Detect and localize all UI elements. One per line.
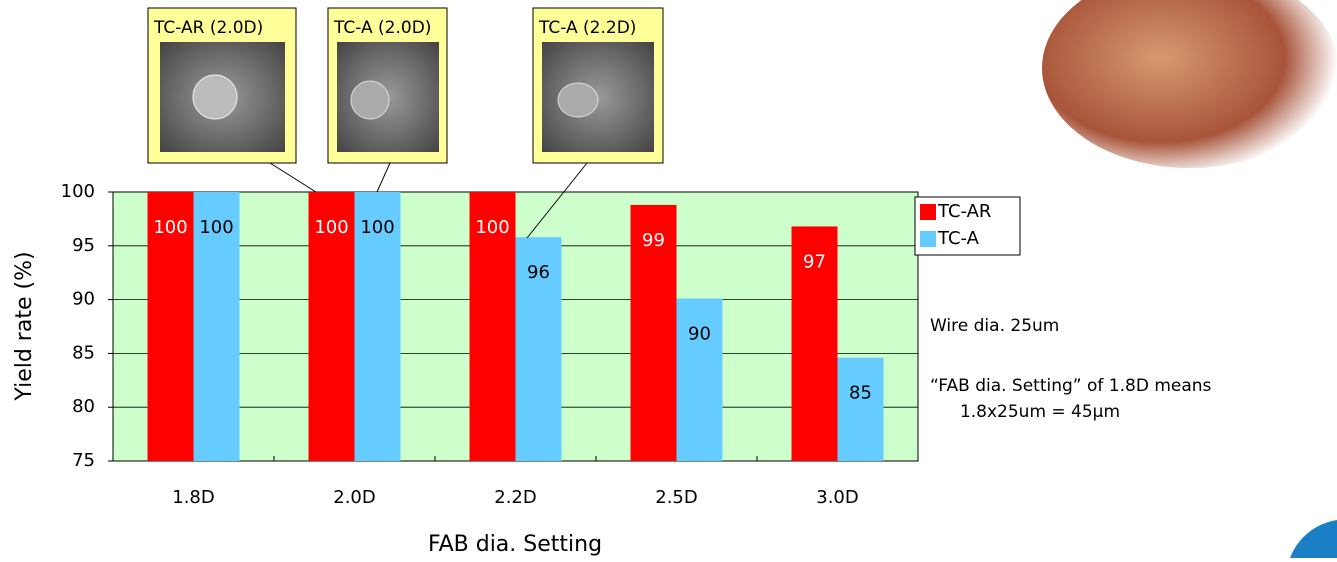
sem-ball xyxy=(193,75,237,119)
value-label: 90 xyxy=(688,324,711,345)
logo xyxy=(1290,520,1337,558)
legend-swatch xyxy=(920,231,936,247)
x-tick-label: 1.8D xyxy=(172,487,215,508)
y-axis-title: Yield rate (%) xyxy=(12,251,37,401)
sem-ball xyxy=(558,83,598,117)
value-label: 85 xyxy=(849,383,872,404)
value-label: 100 xyxy=(475,217,509,238)
spool-photo xyxy=(1042,0,1337,168)
note: 1.8x25um = 45μm xyxy=(960,402,1120,422)
y-tick-label: 100 xyxy=(61,181,95,202)
sem-ball xyxy=(351,81,389,119)
x-tick-label: 2.5D xyxy=(655,487,698,508)
x-tick-label: 3.0D xyxy=(816,487,859,508)
value-label: 99 xyxy=(642,230,665,251)
value-label: 100 xyxy=(360,217,394,238)
x-axis-title: FAB dia. Setting xyxy=(428,532,602,557)
value-label: 100 xyxy=(314,217,348,238)
legend-label: TC-AR xyxy=(937,201,991,222)
callout-line xyxy=(377,163,390,192)
callout-label: TC-A (2.2D) xyxy=(538,18,636,38)
chart: 100 100 100 100 100 96 99 90 97 85 TC-AR (2.0D) T… xyxy=(0,0,1337,558)
y-tick-label: 80 xyxy=(72,396,95,417)
y-tick-label: 85 xyxy=(72,342,95,363)
value-label: 100 xyxy=(199,217,233,238)
note: “FAB dia. Setting” of 1.8D means xyxy=(930,376,1212,396)
value-label: 100 xyxy=(153,217,187,238)
y-tick-label: 95 xyxy=(72,235,95,256)
legend-swatch xyxy=(920,204,936,220)
note: Wire dia. 25um xyxy=(930,316,1059,336)
value-label: 97 xyxy=(803,251,826,272)
callout-label: TC-AR (2.0D) xyxy=(153,18,263,38)
y-tick-label: 75 xyxy=(72,450,95,471)
callout-label: TC-A (2.0D) xyxy=(333,18,431,38)
y-tick-label: 90 xyxy=(72,289,95,310)
x-tick-label: 2.0D xyxy=(333,487,376,508)
bar xyxy=(838,358,884,461)
value-label: 96 xyxy=(527,262,550,283)
legend-label: TC-A xyxy=(937,228,980,249)
x-tick-label: 2.2D xyxy=(494,487,537,508)
callout-line xyxy=(270,163,316,192)
